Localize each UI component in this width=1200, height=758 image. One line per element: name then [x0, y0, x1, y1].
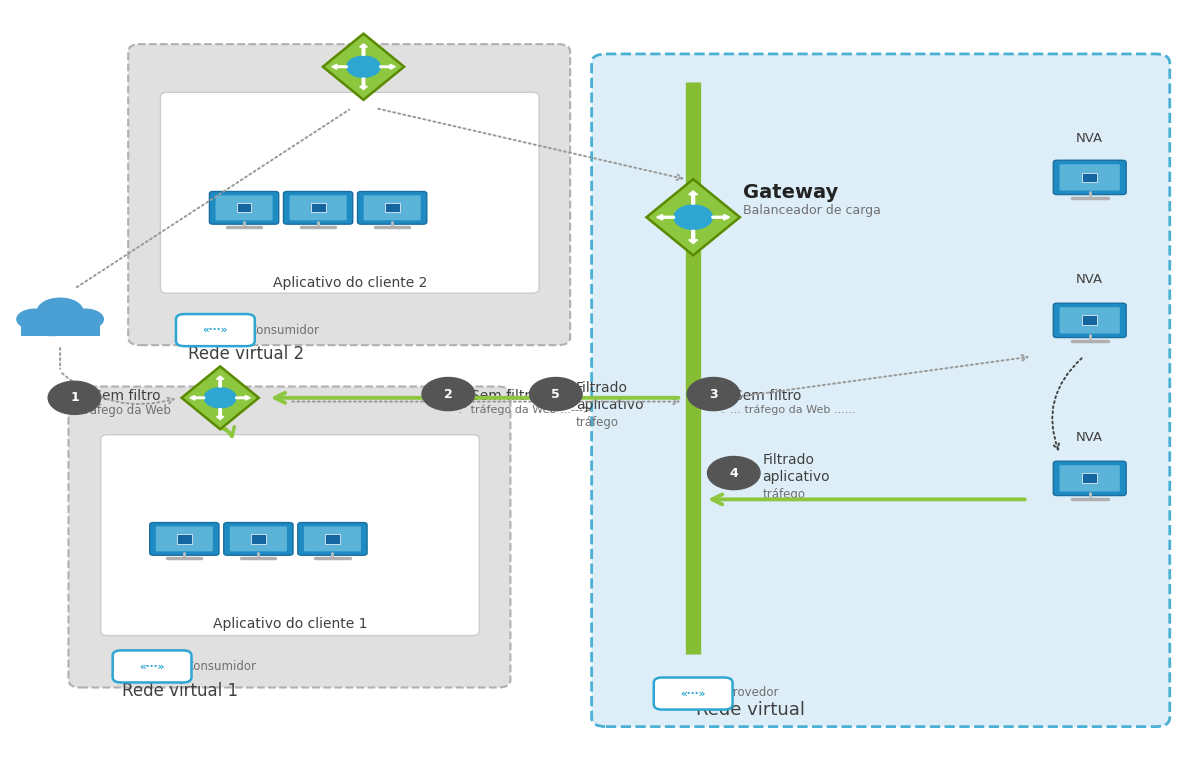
FancyArrow shape	[360, 44, 367, 55]
Ellipse shape	[17, 309, 54, 330]
FancyBboxPatch shape	[176, 314, 254, 346]
Text: Rede virtual 1: Rede virtual 1	[122, 681, 239, 700]
FancyBboxPatch shape	[1060, 307, 1120, 334]
FancyBboxPatch shape	[161, 92, 539, 293]
FancyArrow shape	[190, 396, 205, 400]
Circle shape	[674, 205, 713, 230]
FancyArrow shape	[712, 215, 730, 220]
FancyArrow shape	[216, 409, 224, 419]
FancyBboxPatch shape	[20, 321, 100, 336]
FancyBboxPatch shape	[1082, 173, 1098, 182]
Text: Consumidor: Consumidor	[248, 324, 320, 337]
FancyBboxPatch shape	[592, 54, 1170, 727]
Text: "." tráfego da Web ...--->: "." tráfego da Web ...--->	[454, 405, 593, 415]
FancyBboxPatch shape	[1054, 303, 1126, 337]
Text: 3: 3	[709, 387, 718, 400]
Text: 1: 1	[70, 391, 79, 404]
FancyBboxPatch shape	[251, 534, 265, 543]
Text: 4: 4	[730, 467, 738, 480]
Circle shape	[48, 381, 101, 415]
FancyBboxPatch shape	[68, 387, 510, 688]
FancyBboxPatch shape	[216, 196, 272, 221]
Text: Aplicativo do cliente 2: Aplicativo do cliente 2	[274, 276, 427, 290]
Text: Consumidor: Consumidor	[186, 660, 257, 673]
Text: NVA: NVA	[1076, 132, 1103, 145]
FancyBboxPatch shape	[364, 196, 421, 221]
FancyBboxPatch shape	[101, 434, 479, 636]
FancyBboxPatch shape	[156, 526, 212, 551]
Text: Filtrado: Filtrado	[762, 453, 815, 466]
FancyArrow shape	[689, 191, 697, 204]
Circle shape	[708, 456, 760, 490]
FancyBboxPatch shape	[1082, 315, 1098, 325]
Polygon shape	[323, 33, 404, 100]
Text: "."... tráfego da Web ......: "."... tráfego da Web ......	[716, 405, 856, 415]
FancyArrow shape	[360, 78, 367, 89]
Text: aplicativo: aplicativo	[576, 399, 643, 412]
FancyBboxPatch shape	[654, 678, 732, 709]
FancyArrow shape	[235, 396, 251, 400]
Text: 1 Sem filtro: 1 Sem filtro	[80, 389, 161, 402]
Text: Aplicativo do cliente 1: Aplicativo do cliente 1	[214, 616, 368, 631]
FancyBboxPatch shape	[298, 522, 367, 556]
FancyBboxPatch shape	[230, 526, 287, 551]
Text: Rede virtual: Rede virtual	[696, 701, 804, 719]
FancyArrow shape	[216, 376, 224, 387]
Text: Sem filtro: Sem filtro	[470, 389, 539, 402]
Circle shape	[347, 56, 380, 77]
Polygon shape	[647, 179, 740, 255]
FancyBboxPatch shape	[1082, 474, 1098, 484]
Text: NVA: NVA	[1076, 273, 1103, 287]
FancyArrow shape	[656, 215, 674, 220]
FancyBboxPatch shape	[358, 192, 427, 224]
FancyBboxPatch shape	[289, 196, 347, 221]
Ellipse shape	[37, 298, 84, 324]
Text: Balanceador de carga: Balanceador de carga	[743, 204, 881, 217]
Text: «···»: «···»	[139, 662, 164, 672]
FancyBboxPatch shape	[176, 534, 192, 543]
FancyBboxPatch shape	[1060, 465, 1120, 491]
Text: Rede virtual 2: Rede virtual 2	[188, 345, 304, 363]
Ellipse shape	[54, 316, 88, 333]
FancyBboxPatch shape	[113, 650, 192, 682]
Text: Sem filtro: Sem filtro	[733, 389, 802, 402]
FancyBboxPatch shape	[283, 192, 353, 224]
FancyBboxPatch shape	[325, 534, 340, 543]
FancyBboxPatch shape	[1054, 160, 1126, 195]
Text: tráfego: tráfego	[762, 487, 805, 500]
FancyBboxPatch shape	[1060, 164, 1120, 190]
Text: «···»: «···»	[680, 688, 706, 699]
FancyArrow shape	[331, 64, 347, 69]
Text: Gateway: Gateway	[743, 183, 839, 202]
Text: NVA: NVA	[1076, 431, 1103, 444]
Text: tráfego: tráfego	[576, 416, 619, 429]
Text: Provedor: Provedor	[727, 685, 779, 699]
Ellipse shape	[66, 309, 104, 330]
Ellipse shape	[30, 319, 76, 337]
FancyBboxPatch shape	[304, 526, 361, 551]
Circle shape	[422, 377, 474, 411]
Text: 2: 2	[444, 387, 452, 400]
Text: aplicativo: aplicativo	[762, 470, 830, 484]
FancyBboxPatch shape	[210, 192, 278, 224]
Text: 5: 5	[552, 387, 560, 400]
FancyBboxPatch shape	[150, 522, 218, 556]
FancyArrow shape	[380, 64, 395, 69]
FancyArrow shape	[689, 230, 697, 243]
FancyBboxPatch shape	[128, 44, 570, 345]
FancyBboxPatch shape	[223, 522, 293, 556]
Text: tráfego da Web: tráfego da Web	[80, 404, 172, 417]
FancyBboxPatch shape	[311, 203, 325, 212]
FancyBboxPatch shape	[1054, 461, 1126, 496]
Text: Filtrado: Filtrado	[576, 381, 628, 395]
Circle shape	[688, 377, 739, 411]
FancyBboxPatch shape	[236, 203, 252, 212]
Polygon shape	[181, 366, 259, 429]
Circle shape	[204, 388, 236, 408]
Circle shape	[529, 377, 582, 411]
Text: «···»: «···»	[203, 325, 228, 335]
FancyBboxPatch shape	[385, 203, 400, 212]
